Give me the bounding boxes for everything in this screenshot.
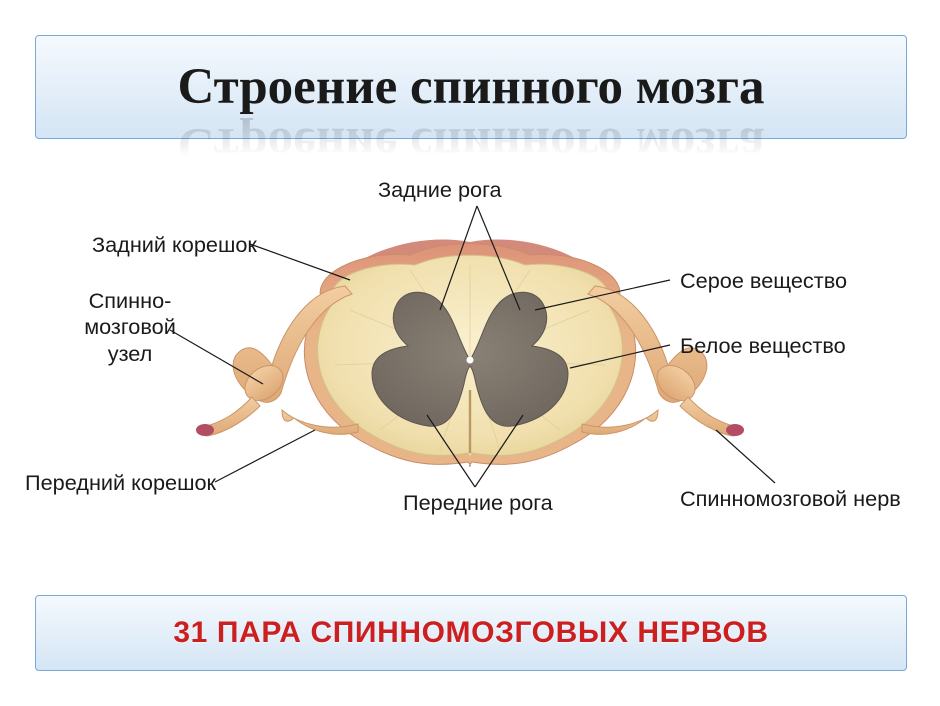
label-anterior-root: Передний корешок (25, 470, 216, 496)
title-text: Строение спинного мозга (177, 59, 764, 115)
label-spinal-ganglion-l2: мозговой (84, 314, 176, 339)
leader-posterior_root (250, 244, 350, 280)
label-anterior-horns: Передние рога (403, 490, 553, 516)
callout-bar: 31 пара спинномозговых нервов (35, 595, 907, 671)
leader-spinal_nerve (716, 430, 775, 483)
central-canal (467, 357, 474, 364)
label-white-matter: Белое вещество (680, 333, 846, 359)
label-gray-matter: Серое вещество (680, 268, 847, 294)
diagram-area: Задние рога Задний корешок Спинно- мозго… (0, 170, 940, 560)
label-spinal-ganglion: Спинно- мозговой узел (75, 288, 185, 367)
label-spinal-ganglion-l1: Спинно- (89, 288, 172, 313)
title-bar: Строение спинного мозга Строение спинног… (35, 35, 907, 139)
title-reflection: Строение спинного мозга (177, 116, 764, 174)
callout-text: 31 пара спинномозговых нервов (173, 616, 768, 650)
spinal-nerve-tip-right (726, 424, 744, 436)
label-spinal-nerve: Спинномозговой нерв (680, 486, 901, 512)
leader-anterior_root (215, 430, 315, 482)
label-spinal-ganglion-l3: узел (108, 341, 153, 366)
label-posterior-root: Задний корешок (92, 232, 257, 258)
page-title: Строение спинного мозга Строение спинног… (177, 58, 764, 116)
label-posterior-horns: Задние рога (378, 177, 502, 203)
spinal-nerve-tip-left (196, 424, 214, 436)
